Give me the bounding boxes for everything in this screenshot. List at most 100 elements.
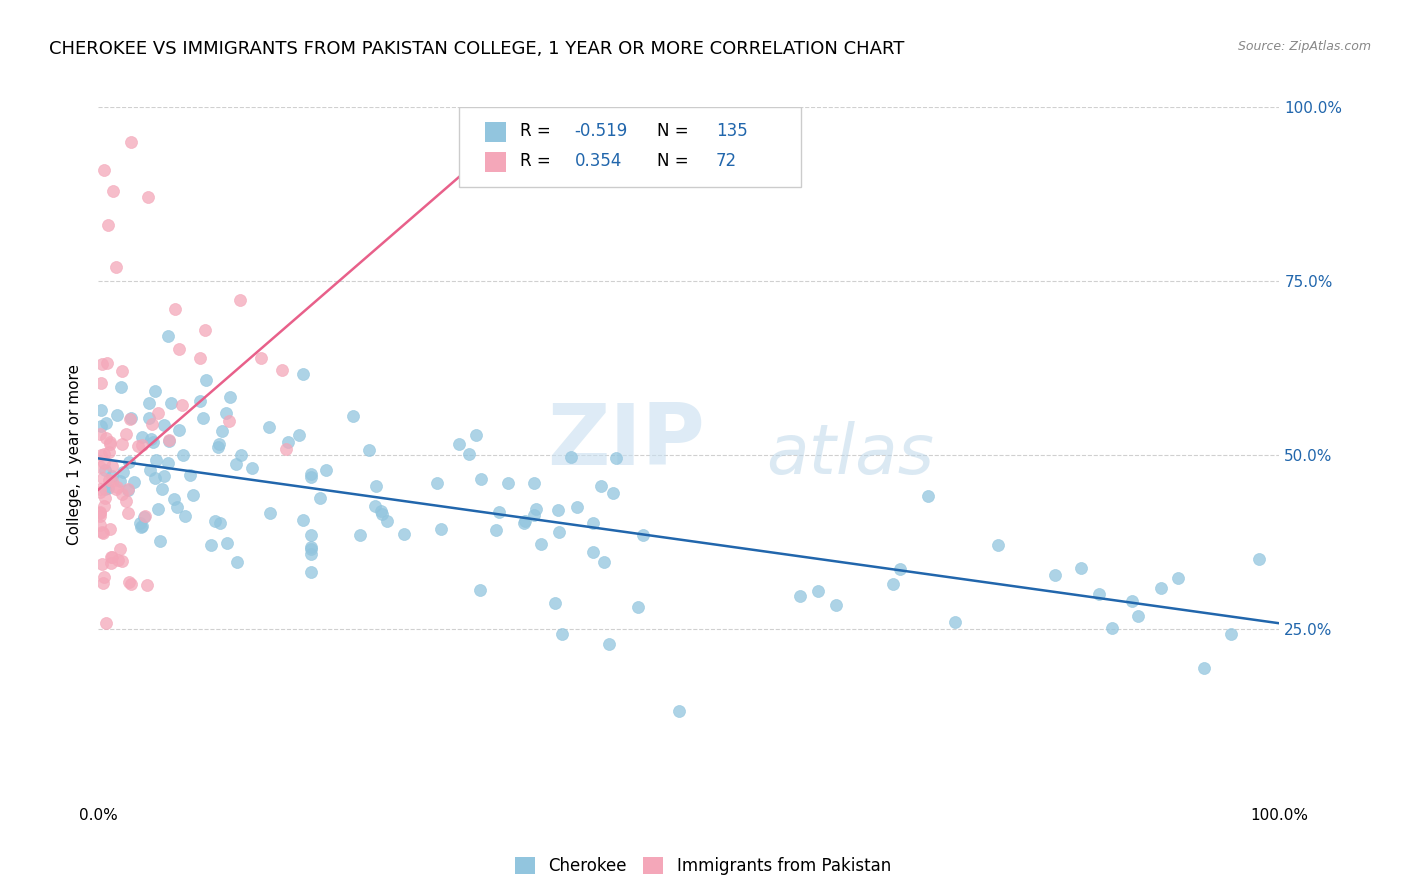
Point: [90, 448, 112, 462]
Point: [582, 516, 605, 530]
Point: [105, 260, 128, 274]
Point: [157, 433, 180, 447]
Point: [131, 438, 153, 452]
Point: [100, 474, 122, 488]
Point: [366, 478, 388, 492]
Point: [1121, 594, 1143, 608]
Point: [513, 514, 536, 528]
Point: [121, 135, 143, 149]
Point: [111, 487, 134, 501]
Point: [292, 512, 315, 526]
Point: [134, 509, 156, 524]
Point: [93, 570, 115, 584]
Point: [112, 465, 135, 479]
Point: [90, 557, 112, 571]
Point: [288, 428, 311, 442]
Point: [215, 536, 238, 550]
Point: [132, 509, 155, 524]
Point: [299, 566, 322, 580]
Point: [468, 582, 491, 597]
Point: [547, 525, 569, 540]
Point: [101, 469, 124, 483]
Point: [118, 455, 141, 469]
Point: [90, 403, 112, 417]
Text: 135: 135: [716, 121, 748, 140]
Point: [824, 598, 846, 612]
Point: [1126, 609, 1149, 624]
Point: [1043, 567, 1066, 582]
FancyBboxPatch shape: [485, 153, 506, 172]
Point: [101, 459, 124, 474]
Point: [139, 463, 162, 477]
Point: [105, 480, 128, 494]
Point: [115, 494, 138, 508]
Point: [240, 461, 263, 475]
Point: [93, 457, 115, 471]
Point: [394, 526, 416, 541]
Point: [93, 162, 115, 177]
Point: [523, 508, 546, 522]
Text: N =: N =: [657, 121, 695, 140]
Point: [179, 468, 201, 483]
Point: [117, 506, 139, 520]
Point: [105, 482, 128, 496]
Point: [183, 488, 205, 502]
Point: [93, 499, 115, 513]
Point: [138, 395, 160, 409]
Point: [371, 507, 394, 521]
Point: [145, 453, 167, 467]
Point: [131, 519, 153, 533]
Point: [591, 478, 613, 492]
Point: [292, 368, 315, 382]
Point: [115, 426, 138, 441]
Point: [150, 482, 173, 496]
Point: [1167, 571, 1189, 585]
Point: [98, 445, 121, 459]
Point: [170, 398, 193, 412]
Text: R =: R =: [520, 152, 555, 169]
Point: [225, 458, 247, 472]
Point: [299, 547, 322, 561]
Point: [96, 616, 118, 631]
Point: [560, 450, 582, 464]
Point: [135, 577, 157, 591]
Point: [111, 554, 134, 568]
Point: [120, 412, 142, 426]
Point: [89, 426, 111, 441]
Point: [315, 463, 337, 477]
Point: [157, 329, 180, 343]
Text: 0.354: 0.354: [575, 152, 621, 169]
Point: [167, 423, 190, 437]
Point: [98, 473, 121, 487]
Point: [131, 520, 153, 534]
Text: ZIP: ZIP: [547, 400, 704, 483]
Point: [117, 483, 139, 497]
Point: [430, 522, 453, 536]
Point: [97, 219, 120, 233]
Point: [138, 410, 160, 425]
Point: [789, 589, 811, 603]
Point: [90, 357, 112, 371]
Point: [1150, 581, 1173, 595]
Point: [107, 552, 129, 566]
Point: [605, 450, 627, 465]
Point: [299, 540, 322, 554]
Point: [530, 537, 553, 551]
Point: [194, 374, 217, 388]
Point: [593, 556, 616, 570]
Point: [598, 637, 620, 651]
Point: [218, 414, 240, 428]
Point: [157, 434, 180, 449]
Text: R =: R =: [520, 121, 555, 140]
Point: [1070, 561, 1092, 575]
Point: [127, 439, 149, 453]
Point: [342, 409, 364, 423]
Point: [153, 418, 176, 433]
Point: [101, 184, 124, 198]
Text: -0.519: -0.519: [575, 121, 627, 140]
Point: [943, 615, 966, 629]
Point: [89, 506, 111, 520]
Point: [174, 509, 197, 524]
Point: [208, 516, 231, 530]
Point: [122, 475, 145, 489]
